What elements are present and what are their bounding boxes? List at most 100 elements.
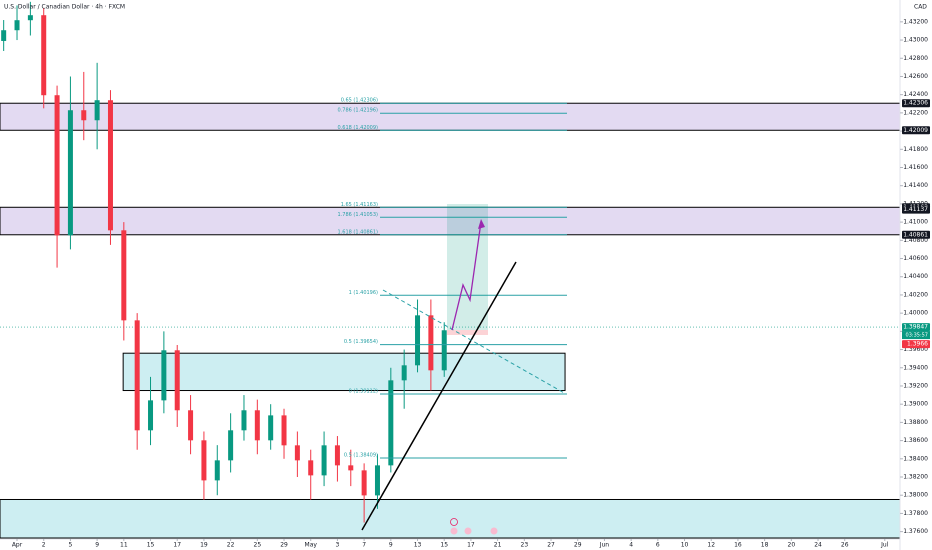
price-tags: 1.423061.420091.411631.411371.408611.398… [902,99,930,349]
candle-body [54,95,60,236]
x-tick-label: Apr [12,542,23,549]
candle-body [334,445,340,466]
y-tick-label: 1.40200 [903,291,928,298]
candle-body [148,400,154,431]
zone [0,102,901,131]
candle-body [161,350,167,401]
y-tick-label: 1.43200 [903,18,928,25]
x-tick-label: 18 [761,542,769,549]
candle-body [214,460,220,481]
price-tag-label: 1.41137 [903,206,928,213]
price-tag [902,323,930,332]
x-tick-label: 4 [629,542,633,549]
candle-body [415,315,421,366]
candles [1,1,447,523]
y-tick-label: 1.39400 [903,364,928,371]
price-tag [902,205,930,214]
candle-body [188,410,194,441]
x-tick-label: 7 [362,542,366,549]
x-tick-label: 15 [147,542,155,549]
fib-label: 0 (1.39112) [349,388,378,394]
candle-body [401,365,407,381]
price-tag [902,126,930,135]
y-tick-label: 1.40600 [903,255,928,262]
x-tick-label: 17 [173,542,181,549]
price-tag [902,340,930,349]
x-tick-label: 24 [814,542,822,549]
x-tick-label: 27 [547,542,555,549]
candle-body [428,315,434,371]
event-icon [464,527,472,535]
y-tick-label: 1.40800 [903,237,928,244]
candle-body [294,445,300,461]
candle-body [388,380,394,466]
x-tick-label: Jun [599,542,610,549]
zone [0,498,901,539]
event-icon [490,527,498,535]
candle-body [174,350,180,411]
price-tag-label: 1.40861 [903,231,928,238]
price-tag [902,99,930,108]
long-position-stop [447,330,488,335]
trend-line [361,261,517,531]
zones [0,102,901,539]
y-tick-label: 1.42200 [903,109,928,116]
x-tick-label: 6 [656,542,660,549]
x-tick-label: 29 [574,542,582,549]
fib-label: 1.618 (1.40861) [338,229,379,235]
x-tick-label: 20 [788,542,796,549]
x-tick-label: May [305,542,318,549]
fib-label: 1.65 (1.41163) [341,202,378,208]
candle-body [281,415,287,446]
price-tag-label: 1.42009 [903,127,928,134]
candle-body [348,465,354,471]
x-tick-label: Jul [880,542,889,549]
price-tag-label: 1.42306 [903,100,928,107]
price-tag-label: 1.3966 [907,341,928,348]
y-tick-label: 1.39600 [903,346,928,353]
y-tick-label: 1.39000 [903,401,928,408]
fib-label: 0.618 (1.42009) [338,125,379,131]
event-icon [450,527,458,535]
x-tick-label: 10 [681,542,689,549]
fib-label: 0.65 (1.42306) [341,98,378,104]
y-tick-label: 1.38000 [903,492,928,499]
candle-body [1,30,7,41]
projection-arrow [451,221,482,331]
x-tick-label: 2 [42,542,46,549]
candle-body [228,430,234,461]
x-tick-label: 15 [440,542,448,549]
x-tick-label: 21 [494,542,502,549]
candle-body [201,440,207,481]
event-icon [450,518,458,526]
y-tick-label: 1.41600 [903,164,928,171]
candle-body [67,110,73,236]
candle-body [321,445,327,476]
fib-label: 1 (1.40196) [349,290,378,296]
x-tick-label: 17 [467,542,475,549]
x-tick-label: 16 [734,542,742,549]
candle-body [308,460,314,476]
x-tick-label: 22 [227,542,235,549]
candle-body [374,465,380,496]
y-tick-label: 1.40400 [903,273,928,280]
y-tick-label: 1.41800 [903,146,928,153]
fib-label: 0.786 (1.42196) [338,108,379,114]
fib-label: 1.786 (1.41053) [338,212,379,218]
countdown: 03:35:57 [906,333,928,339]
price-tag [902,230,930,239]
currency: CAD [914,4,927,11]
candle-body [361,470,367,496]
x-tick-label: 13 [414,542,422,549]
price-tag-label: 1.39847 [903,324,928,331]
candle-body [254,410,260,441]
y-tick-label: 1.38400 [903,455,928,462]
arrow-head [478,219,485,229]
candle-body [81,110,87,121]
y-tick-label: 1.41400 [903,182,928,189]
x-tick-label: 29 [280,542,288,549]
axes: 1.37600 1.37800 1.38000 1.38200 1.38400 1.386… [12,18,928,548]
x-tick-label: 12 [707,542,715,549]
